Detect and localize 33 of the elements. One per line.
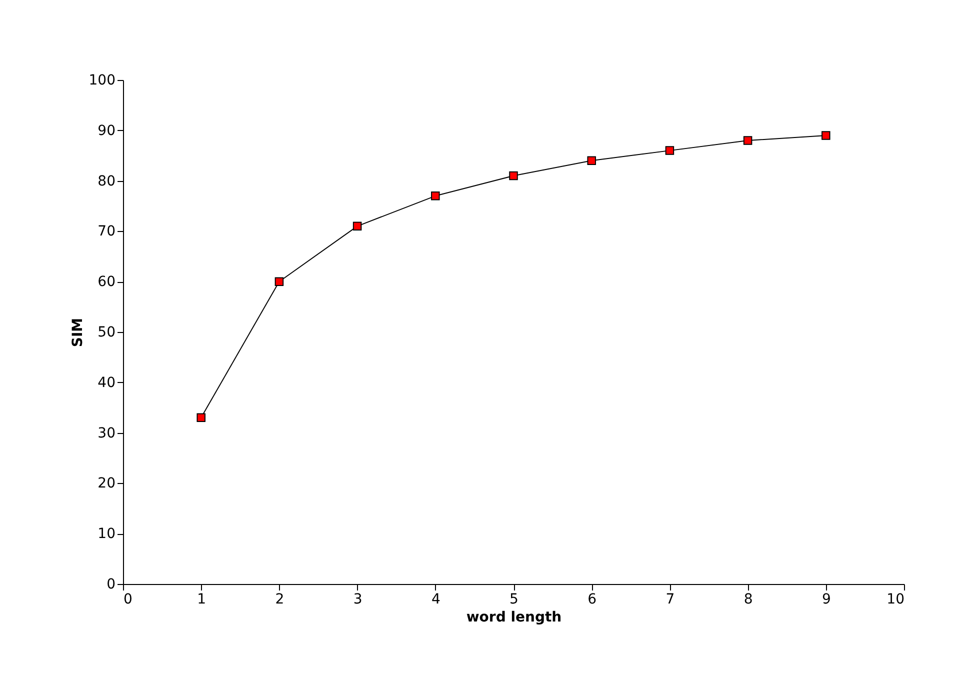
x-tick-label: 9 bbox=[822, 592, 831, 608]
point bbox=[743, 136, 752, 145]
x-tick-label: 5 bbox=[510, 592, 518, 608]
x-tick-label: 4 bbox=[431, 592, 440, 608]
point bbox=[352, 222, 362, 231]
x-tick-label: 10 bbox=[886, 592, 904, 608]
y-tick-label: 70 bbox=[98, 224, 116, 240]
point bbox=[431, 192, 440, 200]
x-tick-label: 6 bbox=[588, 592, 597, 608]
y-tick-label: 40 bbox=[98, 374, 116, 391]
x-tick-label: 7 bbox=[666, 592, 675, 608]
y-tick-label: 100 bbox=[88, 72, 116, 88]
y-tick-label: 30 bbox=[98, 425, 116, 442]
x-axis-title: word length bbox=[466, 610, 562, 626]
y-tick-label: 90 bbox=[98, 122, 116, 139]
x-tick-label: 1 bbox=[197, 592, 206, 608]
y-axis-title: SIM bbox=[70, 318, 86, 348]
point bbox=[196, 413, 206, 422]
x-tick-label: 3 bbox=[353, 592, 362, 608]
x-tick-label: 2 bbox=[275, 592, 284, 608]
y-tick-label: 60 bbox=[98, 274, 116, 290]
point bbox=[274, 277, 284, 286]
point bbox=[587, 156, 596, 166]
x-tick-label: 8 bbox=[744, 592, 753, 608]
y-tick-label: 0 bbox=[106, 576, 116, 592]
y-tick-label: 20 bbox=[98, 476, 116, 492]
point bbox=[822, 131, 830, 140]
x-tick-label: 0 bbox=[124, 592, 132, 608]
y-tick-label: 80 bbox=[98, 173, 116, 190]
y-tick-label: 10 bbox=[98, 526, 116, 542]
point bbox=[665, 146, 674, 155]
point bbox=[509, 171, 518, 180]
y-tick-label: 50 bbox=[98, 324, 116, 340]
